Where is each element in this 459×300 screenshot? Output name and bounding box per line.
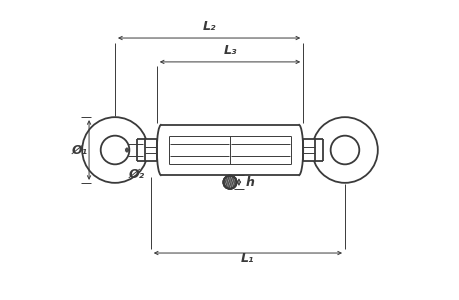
Text: h: h bbox=[245, 176, 254, 189]
Text: Ø₁: Ø₁ bbox=[71, 143, 87, 157]
Text: L₁: L₁ bbox=[241, 252, 254, 265]
Text: L₂: L₂ bbox=[202, 20, 215, 33]
Text: L₃: L₃ bbox=[223, 44, 236, 56]
Circle shape bbox=[223, 176, 236, 189]
Text: Ø₂: Ø₂ bbox=[128, 168, 144, 181]
Bar bbox=[145, 139, 157, 161]
Bar bbox=[302, 139, 314, 161]
